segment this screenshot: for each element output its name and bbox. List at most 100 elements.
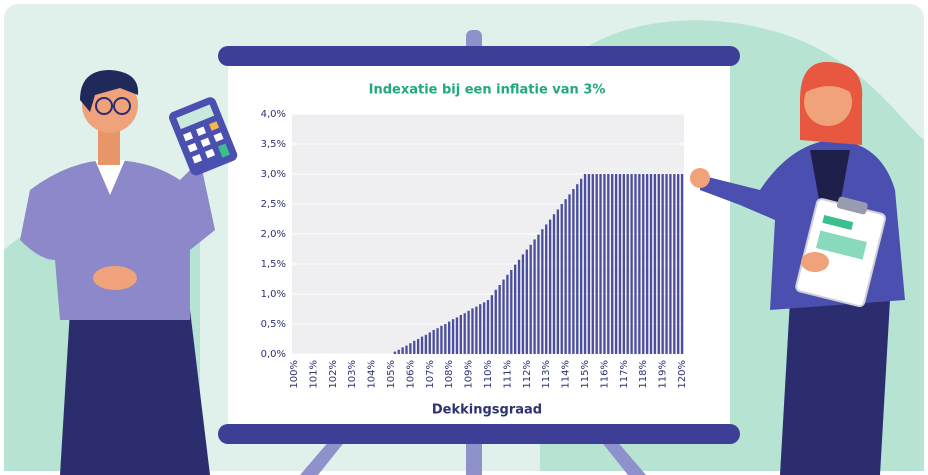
bar	[506, 275, 508, 354]
y-tick-label: 4,0%	[261, 109, 286, 120]
bar	[510, 270, 512, 354]
bar	[650, 174, 652, 354]
bar	[514, 265, 516, 354]
x-tick-label: 105%	[386, 360, 397, 389]
x-tick-label: 112%	[522, 360, 533, 389]
bar	[553, 214, 555, 354]
bar	[568, 194, 570, 354]
bar	[440, 326, 442, 354]
bar	[464, 313, 466, 354]
board-bottom-bar	[218, 424, 740, 444]
y-tick-label: 0,0%	[261, 349, 286, 360]
x-tick-label: 101%	[308, 360, 319, 389]
bar	[417, 339, 419, 354]
x-tick-label: 102%	[328, 360, 339, 389]
bar	[681, 174, 683, 354]
illustration: Indexatie bij een inflatie van 3% Dekkin…	[0, 0, 928, 475]
bar	[677, 174, 679, 354]
y-tick-label: 2,0%	[261, 229, 286, 240]
bar	[444, 324, 446, 354]
bar	[654, 174, 656, 354]
x-tick-label: 110%	[483, 360, 494, 389]
bar	[607, 174, 609, 354]
bar	[495, 290, 497, 354]
bar	[611, 174, 613, 354]
bar	[623, 174, 625, 354]
x-tick-label: 106%	[405, 360, 416, 389]
bar	[572, 189, 574, 354]
bar	[502, 280, 504, 354]
bar	[526, 250, 528, 354]
bar	[584, 174, 586, 354]
x-tick-label: 117%	[619, 360, 630, 389]
x-tick-label: 118%	[638, 360, 649, 389]
bar	[634, 174, 636, 354]
bar	[487, 300, 489, 354]
bar	[533, 239, 535, 354]
bar	[541, 229, 543, 354]
bar	[615, 174, 617, 354]
bar	[537, 235, 539, 354]
bar	[432, 330, 434, 354]
board-top-bar	[218, 46, 740, 66]
x-tick-label: 113%	[541, 360, 552, 389]
bar	[429, 332, 431, 354]
bar	[580, 179, 582, 354]
bar	[409, 343, 411, 354]
bar	[460, 315, 462, 354]
bar	[564, 199, 566, 354]
bar	[545, 224, 547, 354]
bar	[627, 174, 629, 354]
bar	[646, 174, 648, 354]
x-tick-label: 119%	[658, 360, 669, 389]
bar	[401, 347, 403, 354]
x-tick-label: 104%	[367, 360, 378, 389]
x-tick-label: 111%	[502, 360, 513, 389]
x-tick-label: 120%	[677, 360, 688, 389]
bar	[642, 174, 644, 354]
bar	[658, 174, 660, 354]
y-tick-label: 1,0%	[261, 289, 286, 300]
bar	[673, 174, 675, 354]
easel-leg	[466, 440, 482, 475]
x-tick-label: 115%	[580, 360, 591, 389]
bar	[596, 174, 598, 354]
bar	[394, 352, 396, 354]
bar	[576, 184, 578, 354]
bar	[448, 322, 450, 354]
bar	[599, 174, 601, 354]
bar	[498, 285, 500, 354]
x-tick-label: 114%	[561, 360, 572, 389]
bar	[421, 337, 423, 354]
bar	[467, 311, 469, 354]
y-tick-label: 0,5%	[261, 319, 286, 330]
bar	[413, 341, 415, 354]
bar	[592, 174, 594, 354]
bar	[588, 174, 590, 354]
y-tick-label: 3,5%	[261, 139, 286, 150]
bar	[669, 174, 671, 354]
x-axis-title: Dekkingsgraad	[432, 403, 542, 418]
bar	[522, 254, 524, 354]
x-tick-label: 116%	[599, 360, 610, 389]
bar	[630, 174, 632, 354]
bar	[405, 346, 407, 354]
bar	[471, 308, 473, 354]
bar	[425, 335, 427, 354]
bar	[452, 319, 454, 354]
bar	[491, 295, 493, 354]
x-tick-label: 100%	[289, 360, 300, 389]
x-tick-label: 103%	[347, 360, 358, 389]
y-tick-label: 3,0%	[261, 169, 286, 180]
bar	[436, 328, 438, 354]
bar	[638, 174, 640, 354]
bar	[518, 260, 520, 354]
bar	[475, 307, 477, 354]
bar	[603, 174, 605, 354]
bar	[530, 245, 532, 354]
bar	[561, 204, 563, 354]
x-tick-label: 109%	[464, 360, 475, 389]
bar	[665, 174, 667, 354]
bar	[661, 174, 663, 354]
bar	[456, 317, 458, 354]
